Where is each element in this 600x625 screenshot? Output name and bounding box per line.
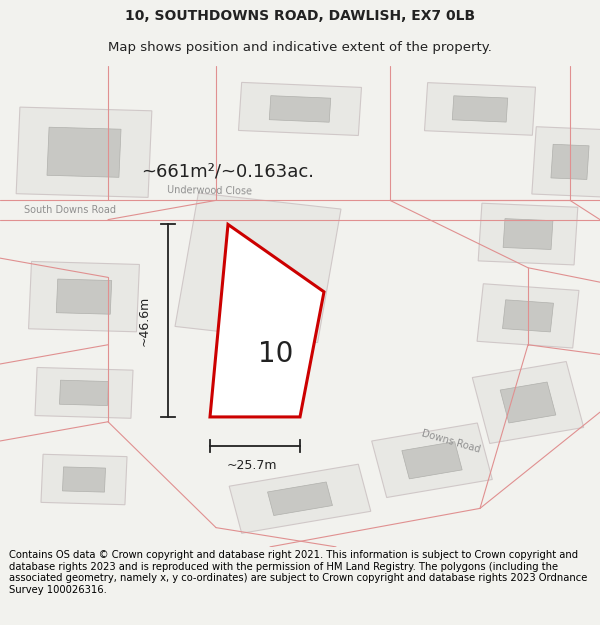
Polygon shape bbox=[371, 423, 493, 498]
Polygon shape bbox=[452, 96, 508, 122]
Polygon shape bbox=[16, 107, 152, 198]
Text: 10: 10 bbox=[259, 341, 293, 368]
Text: Contains OS data © Crown copyright and database right 2021. This information is : Contains OS data © Crown copyright and d… bbox=[9, 550, 587, 595]
Polygon shape bbox=[59, 380, 109, 406]
Polygon shape bbox=[229, 464, 371, 533]
Polygon shape bbox=[402, 442, 462, 479]
Polygon shape bbox=[47, 127, 121, 177]
Polygon shape bbox=[56, 279, 112, 314]
Text: ~46.6m: ~46.6m bbox=[137, 296, 151, 346]
Polygon shape bbox=[269, 96, 331, 122]
Polygon shape bbox=[239, 82, 361, 136]
Polygon shape bbox=[268, 482, 332, 516]
Polygon shape bbox=[477, 284, 579, 348]
Polygon shape bbox=[500, 382, 556, 423]
Text: ~661m²/~0.163ac.: ~661m²/~0.163ac. bbox=[142, 162, 314, 181]
Polygon shape bbox=[532, 127, 600, 197]
Polygon shape bbox=[503, 219, 553, 249]
Polygon shape bbox=[41, 454, 127, 505]
Text: Underwood Close: Underwood Close bbox=[167, 185, 253, 196]
Polygon shape bbox=[478, 203, 578, 265]
Polygon shape bbox=[503, 300, 553, 332]
Polygon shape bbox=[175, 193, 341, 342]
Polygon shape bbox=[425, 82, 535, 135]
Polygon shape bbox=[210, 224, 324, 417]
Polygon shape bbox=[472, 361, 584, 444]
Polygon shape bbox=[29, 261, 139, 332]
Polygon shape bbox=[551, 144, 589, 179]
Polygon shape bbox=[35, 368, 133, 418]
Text: 10, SOUTHDOWNS ROAD, DAWLISH, EX7 0LB: 10, SOUTHDOWNS ROAD, DAWLISH, EX7 0LB bbox=[125, 9, 475, 23]
Text: ~25.7m: ~25.7m bbox=[227, 459, 277, 471]
Text: South Downs Road: South Downs Road bbox=[24, 205, 116, 215]
Polygon shape bbox=[62, 467, 106, 492]
Text: Downs Road: Downs Road bbox=[420, 428, 481, 454]
Text: Map shows position and indicative extent of the property.: Map shows position and indicative extent… bbox=[108, 41, 492, 54]
